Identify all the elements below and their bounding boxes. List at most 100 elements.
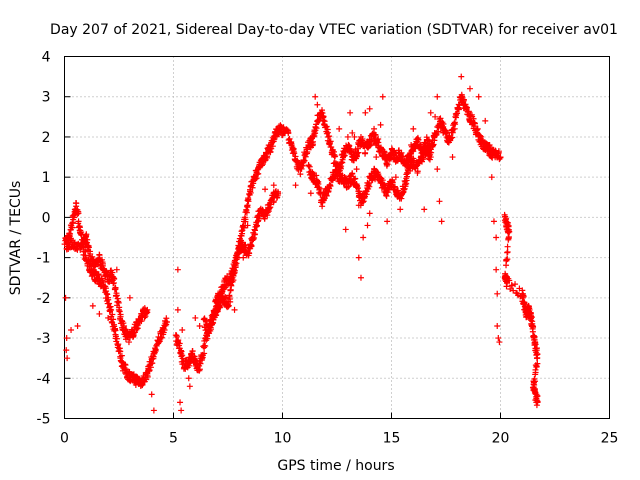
grid-lines	[64, 56, 610, 419]
data-point	[291, 150, 298, 157]
data-point	[377, 121, 384, 128]
data-point	[482, 117, 489, 124]
data-points	[61, 73, 541, 414]
data-point	[521, 299, 528, 306]
data-point	[256, 215, 263, 222]
data-point	[89, 302, 96, 309]
data-point	[436, 198, 443, 205]
data-point	[432, 113, 439, 120]
y-tick-label: -3	[37, 331, 51, 347]
data-point	[475, 93, 482, 100]
data-point	[430, 141, 437, 148]
data-point	[191, 353, 198, 360]
data-point	[319, 110, 326, 117]
data-point	[196, 366, 203, 373]
data-point	[148, 391, 155, 398]
data-point	[372, 132, 379, 139]
data-point	[304, 148, 311, 155]
data-point	[360, 234, 367, 241]
data-point	[400, 186, 407, 193]
data-point	[68, 327, 75, 334]
data-point	[392, 174, 399, 181]
data-point	[379, 93, 386, 100]
data-point	[162, 322, 169, 329]
data-point	[201, 350, 208, 357]
y-tick-label: 2	[42, 130, 51, 146]
data-point	[344, 133, 351, 140]
x-tick-label: 10	[274, 431, 292, 447]
data-point	[134, 325, 141, 332]
data-point	[496, 339, 503, 346]
data-point	[258, 162, 265, 169]
data-point	[327, 138, 334, 145]
data-point	[209, 319, 216, 326]
data-point	[141, 314, 148, 321]
data-point	[240, 254, 247, 261]
data-point	[434, 166, 441, 173]
data-point	[259, 161, 266, 168]
y-tick-label: 4	[42, 50, 51, 66]
data-point	[503, 262, 510, 269]
data-point	[507, 286, 514, 293]
data-point	[83, 231, 90, 238]
data-point	[245, 198, 252, 205]
data-point	[239, 230, 246, 237]
data-point	[355, 254, 362, 261]
data-point	[85, 243, 92, 249]
data-point	[205, 327, 212, 334]
data-point	[116, 308, 123, 315]
data-point	[189, 348, 196, 355]
data-point	[486, 141, 493, 148]
data-point	[95, 271, 102, 278]
data-point	[196, 322, 203, 329]
data-point	[117, 313, 124, 320]
data-point	[244, 222, 251, 229]
data-point	[503, 283, 510, 290]
data-point	[313, 125, 320, 132]
data-point	[352, 175, 359, 182]
data-point	[384, 218, 391, 225]
data-point	[310, 138, 317, 145]
data-point	[113, 335, 120, 342]
data-point	[471, 120, 478, 127]
data-point	[357, 274, 364, 281]
data-point	[246, 250, 253, 257]
y-tick-label: 3	[42, 90, 51, 106]
data-point	[374, 136, 381, 143]
data-point	[103, 288, 110, 295]
data-point	[146, 367, 153, 374]
data-point	[534, 392, 541, 399]
data-point	[478, 133, 485, 140]
data-point	[313, 172, 320, 179]
data-point	[349, 129, 356, 136]
data-point	[494, 290, 501, 297]
data-point	[505, 235, 512, 242]
data-point	[438, 218, 445, 225]
data-point	[316, 185, 323, 192]
data-point	[455, 106, 462, 113]
data-point	[534, 354, 541, 361]
data-point	[314, 101, 321, 108]
data-point	[391, 183, 398, 190]
data-point	[249, 184, 256, 191]
data-point	[105, 314, 112, 321]
data-point	[152, 346, 159, 353]
y-tick-label: -1	[37, 251, 51, 267]
data-point	[292, 153, 299, 160]
data-point	[427, 154, 434, 161]
data-point	[326, 133, 333, 140]
data-point	[325, 134, 332, 141]
data-point	[224, 273, 231, 280]
data-point	[231, 306, 238, 313]
data-point	[454, 110, 461, 117]
data-point	[530, 323, 537, 330]
data-point	[306, 163, 313, 170]
data-point	[91, 263, 98, 270]
data-point	[355, 202, 362, 209]
data-point	[221, 286, 228, 293]
data-point	[411, 157, 418, 164]
data-point	[212, 306, 219, 313]
data-point	[495, 148, 502, 155]
data-point	[125, 339, 132, 346]
data-point	[67, 230, 74, 237]
